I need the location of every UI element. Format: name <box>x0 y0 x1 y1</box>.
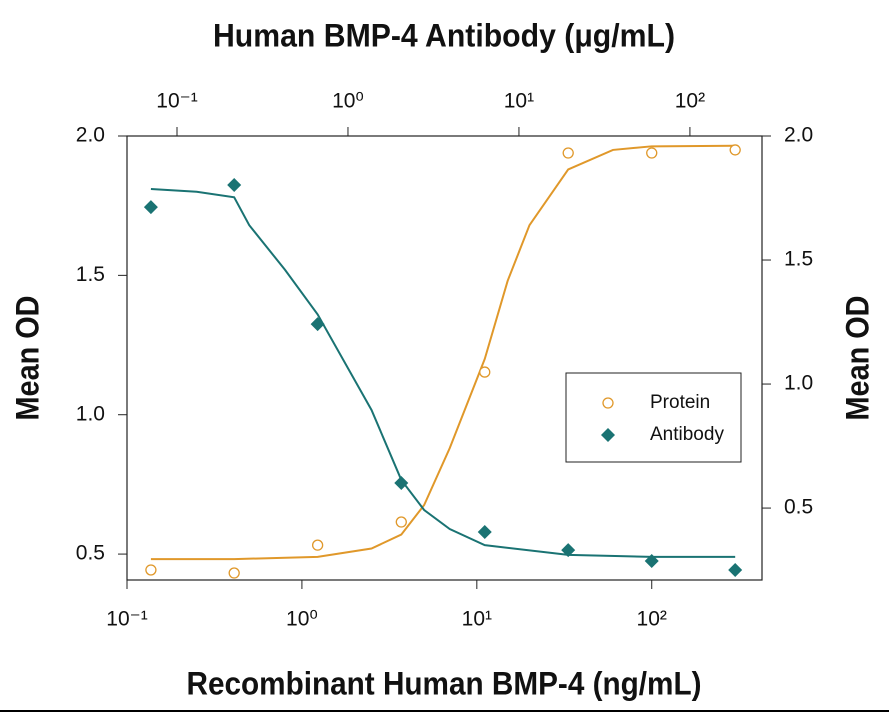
y2-tick-label: 2.0 <box>784 124 813 147</box>
circle-marker <box>228 567 240 579</box>
circle-marker <box>646 147 658 159</box>
y2-tick-label: 0.5 <box>784 496 813 519</box>
x-tick-label: 10¹ <box>462 608 492 631</box>
chart-title: Human BMP-4 Antibody (μg/mL) <box>213 17 675 53</box>
y-tick-label: 2.0 <box>76 124 105 147</box>
diamond-marker <box>477 525 492 540</box>
y2-tick-label: 1.5 <box>784 248 813 271</box>
legend-label: Protein <box>650 392 710 413</box>
circle-marker <box>479 366 491 378</box>
fit-curve <box>150 144 736 561</box>
diamond-marker <box>561 543 576 558</box>
circle-marker <box>145 564 157 576</box>
circle-marker <box>562 147 574 159</box>
x2-tick-label: 10⁰ <box>332 90 364 113</box>
y2-tick-label: 1.0 <box>784 372 813 395</box>
diamond-marker <box>644 554 659 569</box>
y-axis-title: Mean OD <box>9 296 45 421</box>
diamond-marker <box>227 178 242 193</box>
y2-axis-title: Mean OD <box>839 296 875 421</box>
circle-marker <box>395 516 407 528</box>
diamond-marker <box>310 317 325 332</box>
x-tick-label: 10⁰ <box>286 608 318 631</box>
x-tick-label: 10⁻¹ <box>106 608 147 631</box>
diamond-marker <box>728 562 743 577</box>
diamond-marker <box>394 476 409 491</box>
circle-marker <box>311 539 324 551</box>
y-tick-label: 1.5 <box>76 263 105 286</box>
x2-tick-label: 10² <box>675 90 705 113</box>
x2-tick-label: 10¹ <box>504 90 534 113</box>
legend-label: Antibody <box>650 424 724 445</box>
legend-box <box>565 372 742 463</box>
legend-marker <box>601 428 615 442</box>
legend-marker <box>602 397 614 409</box>
x-tick-label: 10² <box>637 608 667 631</box>
x2-tick-label: 10⁻¹ <box>156 90 197 113</box>
y-tick-label: 1.0 <box>76 402 105 425</box>
circle-marker <box>729 144 741 156</box>
plot-frame <box>126 135 763 581</box>
x-axis-title: Recombinant Human BMP-4 (ng/mL) <box>187 665 702 701</box>
y-tick-label: 0.5 <box>76 542 105 565</box>
diamond-marker <box>143 200 158 215</box>
fit-curve <box>150 187 736 558</box>
